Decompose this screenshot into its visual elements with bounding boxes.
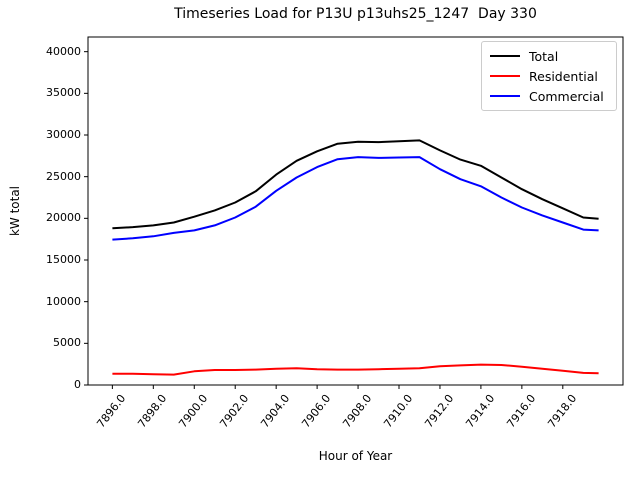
legend-label-commercial: Commercial [529,88,604,104]
residential-line-swatch [490,75,520,77]
legend-item-residential: Residential [490,66,608,86]
legend-item-commercial: Commercial [490,86,608,106]
axes-frame [87,36,624,386]
residential-line [112,363,599,376]
y-tick-label: 25000 [46,169,81,183]
commercial-line-swatch [490,95,520,97]
legend-label-residential: Residential [529,68,598,84]
y-tick-label: 20000 [46,211,81,225]
y-tick-label: 10000 [46,294,81,308]
y-tick-label: 30000 [46,128,81,141]
y-tick-label: 0 [74,378,81,391]
y-tick-label: 40000 [46,44,81,58]
y-tick-label: 5000 [53,336,81,350]
y-tick-label: 35000 [46,86,81,100]
total-line [112,139,599,230]
chart-title: Timeseries Load for P13U p13uhs25_1247 D… [174,6,537,22]
x-axis-title: Hour of Year [318,449,393,463]
commercial-line [112,156,599,241]
legend-item-total: Total [490,46,608,66]
total-line-swatch [490,55,520,57]
legend-label-total: Total [529,48,559,64]
y-tick-label: 15000 [46,253,81,266]
legend: Total Residential Commercial [481,41,617,111]
